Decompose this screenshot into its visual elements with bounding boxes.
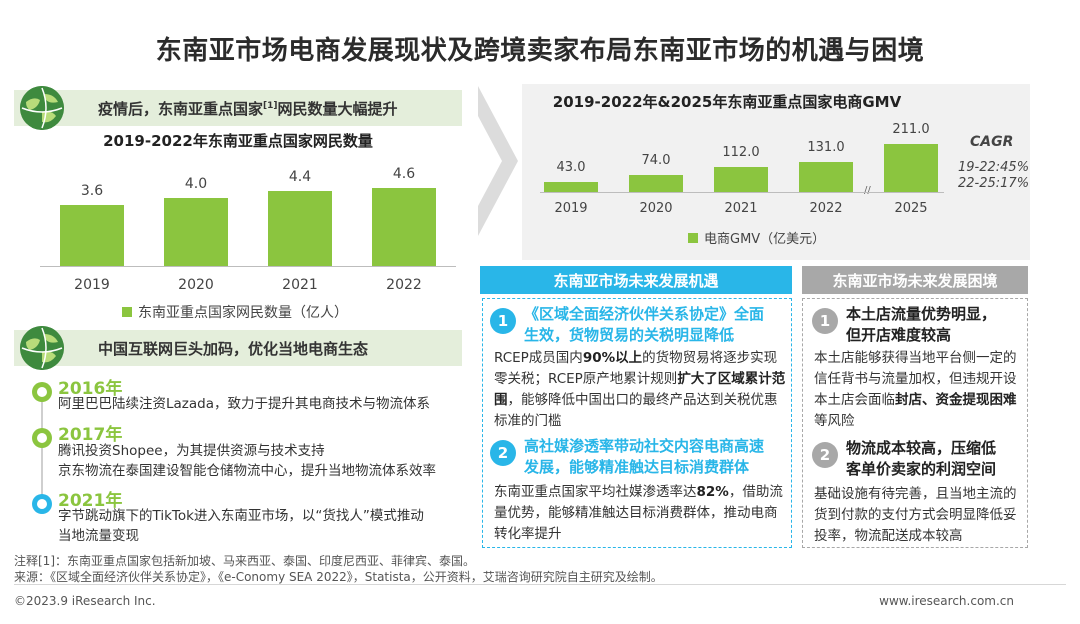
internet-users-heading: 疫情后，东南亚重点国家[1]网民数量大幅提升 bbox=[98, 99, 398, 118]
legend-label: 电商GMV（亿美元） bbox=[704, 232, 826, 247]
bar-2019 bbox=[60, 205, 124, 266]
x-tick-2022: 2022 bbox=[386, 277, 422, 293]
value-label-2025: 211.0 bbox=[892, 122, 930, 137]
bar-2020 bbox=[164, 198, 228, 266]
difficulty-2-body: 基础设施有待完善，且当地主流的货到付款的支付方式会明显降低妥投率，物流配送成本较… bbox=[814, 484, 1022, 547]
opportunity-1-title: 《区域全面经济伙伴关系协定》全面 生效，货物贸易的关税明显降低 bbox=[524, 305, 765, 344]
timeline-dot-2021 bbox=[32, 494, 52, 514]
opportunity-2-title: 高社媒渗透率带动社交内容电商高速 发展，能够精准触达目标消费群体 bbox=[524, 437, 765, 476]
timeline-text-2016: 阿里巴巴陆续注资Lazada，致力于提升其电商技术与物流体系 bbox=[58, 396, 430, 412]
timeline-dot-2017 bbox=[32, 428, 52, 448]
timeline-text-2017-line2: 京东物流在泰国建设智能仓储物流中心，提升当地物流体系效率 bbox=[58, 463, 436, 479]
timeline-year-2021: 2021年 bbox=[58, 491, 123, 511]
body-text: 基础设施有待完善，且当地主流的货到付款的支付方式会明显降低妥投率，物流配送成本较… bbox=[814, 486, 1017, 544]
page-title: 东南亚市场电商发展现状及跨境卖家布局东南亚市场的机遇与困境 bbox=[155, 36, 925, 66]
internet-giants-section-header: 中国互联网巨头加码，优化当地电商生态 bbox=[14, 330, 462, 366]
opportunity-number-2: 2 bbox=[490, 440, 516, 466]
timeline-text-2017-line1: 腾讯投资Shopee，为其提供资源与技术支持 bbox=[58, 443, 325, 459]
body-text: ，能够降低中国出口的最终产品达到关税优惠标准的门槛 bbox=[494, 392, 778, 429]
x-axis bbox=[40, 266, 456, 267]
opportunity-number-1: 1 bbox=[490, 308, 516, 334]
gmv-legend: 电商GMV（亿美元） bbox=[688, 228, 825, 247]
cagr-2019-2022: 19-22:45% bbox=[958, 160, 1030, 175]
globe-icon bbox=[20, 326, 64, 370]
gmv-panel bbox=[522, 84, 1030, 260]
difficulty-number-2: 2 bbox=[812, 442, 838, 468]
value-label-2019: 43.0 bbox=[556, 160, 586, 175]
opportunity-box bbox=[482, 298, 792, 548]
value-label-2021: 112.0 bbox=[722, 145, 760, 160]
bar-2022 bbox=[372, 188, 436, 266]
copyright: ©2023.9 iResearch Inc. bbox=[14, 594, 156, 608]
difficulty-1-title: 本土店流量优势明显， 但开店难度较高 bbox=[846, 305, 997, 344]
opportunity-2-body: 东南亚重点国家平均社媒渗透率达82%，借助流量优势，能够精准触达目标消费群体，推… bbox=[494, 482, 786, 545]
website: www.iresearch.com.cn bbox=[879, 594, 1014, 608]
body-text: RCEP成员国内 bbox=[494, 350, 583, 366]
value-label-2019: 3.6 bbox=[80, 183, 104, 199]
x-tick-2021: 2021 bbox=[282, 277, 318, 293]
footer-divider bbox=[14, 584, 1066, 585]
x-tick-2019: 2019 bbox=[74, 277, 110, 293]
opportunity-header: 东南亚市场未来发展机遇 bbox=[480, 266, 792, 294]
legend-label: 东南亚重点国家网民数量（亿人） bbox=[138, 305, 348, 321]
value-label-2022: 131.0 bbox=[807, 140, 845, 155]
highlight-text: 封店、资金提现困难 bbox=[895, 392, 1017, 408]
value-label-2020: 74.0 bbox=[641, 153, 671, 168]
x-tick-2021: 2021 bbox=[724, 201, 758, 216]
internet-users-chart-title: 2019-2022年东南亚重点国家网民数量 bbox=[103, 132, 373, 150]
internet-users-legend: 东南亚重点国家网民数量（亿人） bbox=[122, 302, 348, 322]
bar-2019 bbox=[544, 182, 598, 192]
difficulty-box bbox=[802, 298, 1028, 548]
bar-2021 bbox=[714, 167, 768, 192]
chevron-right-icon bbox=[478, 86, 518, 236]
x-tick-2019: 2019 bbox=[554, 201, 588, 216]
footnote: 注释[1]：东南亚重点国家包括新加坡、马来西亚、泰国、印度尼西亚、菲律宾、泰国。 bbox=[14, 554, 476, 568]
body-text: 的货物贸易将逐步实现零关税；RCEP原产地累计规则 bbox=[494, 350, 778, 387]
axis-break: // bbox=[864, 185, 871, 196]
difficulty-header: 东南亚市场未来发展困境 bbox=[802, 266, 1028, 294]
body-text: ，借助流量优势，能够精准触达目标消费群体，推动电商转化率提升 bbox=[494, 484, 783, 542]
bar-2022 bbox=[799, 162, 853, 192]
gmv-chart-title: 2019-2022年&2025年东南亚重点国家电商GMV bbox=[552, 93, 902, 111]
highlight-text: 82% bbox=[696, 484, 729, 500]
x-tick-2020: 2020 bbox=[178, 277, 214, 293]
value-label-2021: 4.4 bbox=[288, 169, 312, 185]
x-axis bbox=[540, 192, 944, 193]
difficulty-1-body: 本土店能够获得当地平台侧一定的信任背书与流量加权，但违规开设本土店会面临封店、资… bbox=[814, 348, 1022, 432]
difficulty-2-title: 物流成本较高，压缩低 客单价卖家的利润空间 bbox=[846, 439, 997, 478]
highlight-text: 扩大了区域累计范围 bbox=[494, 371, 786, 408]
opportunity-1-body: RCEP成员国内90%以上的货物贸易将逐步实现零关税；RCEP原产地累计规则扩大… bbox=[494, 348, 786, 432]
bar-2020 bbox=[629, 175, 683, 192]
x-tick-2020: 2020 bbox=[639, 201, 673, 216]
source-note: 来源：《区域全面经济伙伴关系协定》，《e-Conomy SEA 2022》，St… bbox=[14, 570, 663, 584]
timeline-line bbox=[41, 392, 43, 510]
cagr-title: CAGR bbox=[970, 134, 1014, 150]
timeline-text-2021-line1: 字节跳动旗下的TikTok进入东南亚市场，以“货找人”模式推动 bbox=[58, 508, 424, 524]
globe-icon bbox=[20, 86, 64, 130]
legend-swatch bbox=[688, 232, 698, 243]
x-tick-2022: 2022 bbox=[809, 201, 843, 216]
bar-2025 bbox=[884, 144, 938, 192]
x-tick-2025: 2025 bbox=[894, 201, 928, 216]
bar-2021 bbox=[268, 191, 332, 266]
difficulty-number-1: 1 bbox=[812, 308, 838, 334]
cagr-2022-2025: 22-25:17% bbox=[958, 176, 1030, 191]
internet-users-section-header: 疫情后，东南亚重点国家[1]网民数量大幅提升 bbox=[14, 90, 462, 126]
body-text: 本土店能够获得当地平台侧一定的信任背书与流量加权，但违规开设本土店会面临 bbox=[814, 350, 1017, 408]
timeline-year-2016: 2016年 bbox=[58, 379, 123, 399]
value-label-2020: 4.0 bbox=[184, 176, 208, 192]
highlight-text: 90%以上 bbox=[582, 350, 643, 366]
body-text: 东南亚重点国家平均社媒渗透率达 bbox=[494, 484, 697, 500]
internet-giants-heading: 中国互联网巨头加码，优化当地电商生态 bbox=[98, 339, 369, 358]
timeline-year-2017: 2017年 bbox=[58, 425, 123, 445]
timeline-dot-2016 bbox=[32, 382, 52, 402]
legend-swatch bbox=[122, 307, 132, 317]
value-label-2022: 4.6 bbox=[392, 166, 416, 182]
body-text: 等风险 bbox=[814, 413, 855, 429]
timeline-text-2021-line2: 当地流量变现 bbox=[58, 528, 139, 544]
